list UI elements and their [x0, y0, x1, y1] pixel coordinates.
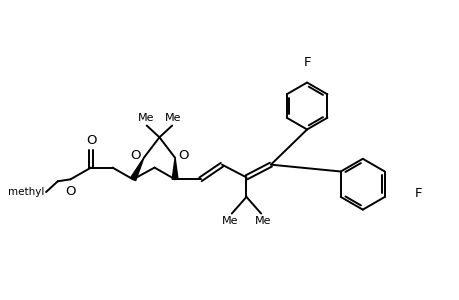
Text: F: F: [302, 56, 310, 68]
Polygon shape: [130, 158, 144, 181]
Text: F: F: [414, 188, 421, 200]
Text: Me: Me: [221, 217, 238, 226]
Text: Me: Me: [137, 112, 154, 123]
Text: O: O: [178, 149, 188, 162]
Text: O: O: [65, 185, 76, 198]
Polygon shape: [172, 158, 178, 179]
Text: Me: Me: [164, 112, 181, 123]
Text: Me: Me: [254, 217, 271, 226]
Text: methyl: methyl: [8, 187, 44, 197]
Text: O: O: [130, 149, 140, 162]
Text: O: O: [85, 134, 96, 147]
